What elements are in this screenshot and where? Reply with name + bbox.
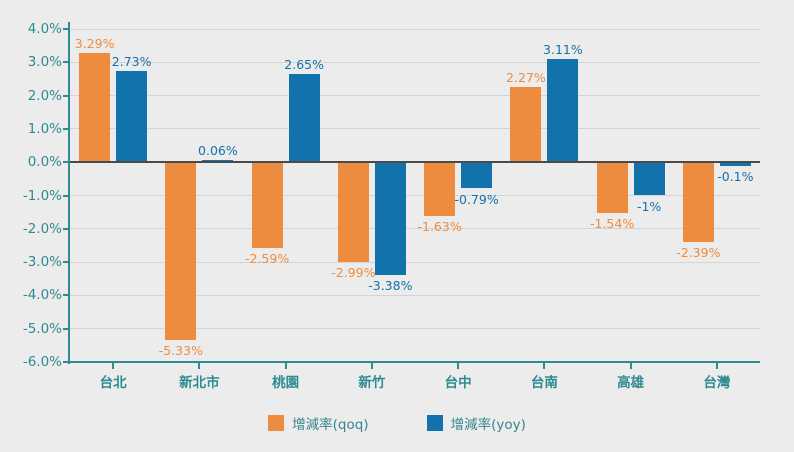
x-tick-label: 台中 [444,375,472,391]
grid-line [70,195,760,196]
y-tick-label: -5.0% [22,320,62,337]
bar-yoy [116,71,148,163]
grid-line [70,95,760,97]
y-tick-label: 3.0% [27,54,62,71]
x-tick-label: 新北市 [179,375,220,391]
legend-label-yoy: 增減率(yoy) [450,417,526,433]
y-tick-label: 2.0% [27,87,62,104]
x-tick [629,363,632,369]
y-tick-label: -1.0% [22,187,62,204]
bar-value-label: 3.11% [543,41,583,57]
bar-value-label: -1% [636,198,662,214]
x-tick-label: 台南 [530,375,558,391]
bar-value-label: -1.54% [590,216,635,232]
x-axis-line [68,361,760,363]
x-tick-label: 桃園 [272,375,300,391]
bar-qoq [424,162,456,217]
y-tick-label: -3.0% [22,254,62,271]
bar-qoq [79,52,111,163]
bar-qoq [337,162,369,262]
x-tick [370,363,373,369]
bar-value-label: -2.39% [676,244,721,260]
x-tick-label: 新竹 [358,375,386,391]
chart-legend: 增減率(qoq) 增減率(yoy) [0,413,794,433]
y-tick-label: -2.0% [22,220,62,237]
y-tick [63,361,68,363]
y-tick-label: 4.0% [27,21,62,37]
bar-qoq [165,162,197,340]
y-tick [63,227,68,230]
bar-yoy [374,162,406,275]
bar-yoy [633,162,665,196]
bar-yoy [461,162,493,189]
x-tick [198,363,201,369]
grid-line [70,61,760,63]
bar-value-label: -3.38% [368,277,413,293]
bar-qoq [682,162,714,242]
grid-line [70,128,760,130]
grid-line [70,228,760,230]
y-tick-label: -6.0% [22,354,62,370]
y-tick [63,261,68,264]
bar-yoy [547,58,579,163]
y-tick [63,94,68,97]
legend-item-qoq: 增減率(qoq) [268,413,369,433]
x-tick [543,363,546,369]
zero-line [70,161,760,164]
y-tick-label: 0.0% [27,154,62,171]
x-tick-label: 台北 [99,375,127,391]
y-tick [63,194,68,197]
legend-label-qoq: 增減率(qoq) [292,417,369,433]
bar-value-label: -0.79% [454,191,499,207]
bar-yoy [288,73,320,163]
bar-value-label: 0.06% [198,143,238,159]
grid-line [70,328,760,330]
bar-value-label: 2.27% [506,69,546,85]
bar-value-label: -5.33% [158,342,203,358]
x-tick-label: 台灣 [703,375,731,391]
y-tick-label: 1.0% [27,120,62,137]
y-tick [63,327,68,330]
y-tick-label: -4.0% [22,287,62,304]
bar-qoq [251,162,283,249]
legend-item-yoy: 增減率(yoy) [426,413,526,433]
bar-value-label: -2.99% [331,264,376,280]
x-tick [284,363,287,369]
legend-swatch-yoy [426,415,443,431]
x-tick [112,363,115,369]
y-tick [63,61,68,64]
legend-swatch-qoq [268,415,285,431]
y-tick [63,127,68,130]
x-tick [715,363,718,369]
bar-value-label: 3.29% [74,35,115,51]
y-tick [63,161,68,164]
bar-value-label: 2.73% [111,54,152,70]
x-tick-label: 高雄 [617,375,645,391]
y-axis-line [68,22,70,364]
bar-value-label: 2.65% [284,56,324,72]
y-tick [63,294,68,297]
bar-value-label: -0.1% [717,168,754,184]
bar-qoq [596,162,628,214]
bar-value-label: -2.59% [245,251,290,267]
grid-line [70,294,760,296]
y-tick [63,28,68,30]
bar-value-label: -1.63% [417,219,462,235]
x-tick [457,363,460,369]
bar-qoq [510,86,542,163]
grid-line [70,28,760,30]
grid-line [70,261,760,263]
bar-yoy [719,162,751,166]
